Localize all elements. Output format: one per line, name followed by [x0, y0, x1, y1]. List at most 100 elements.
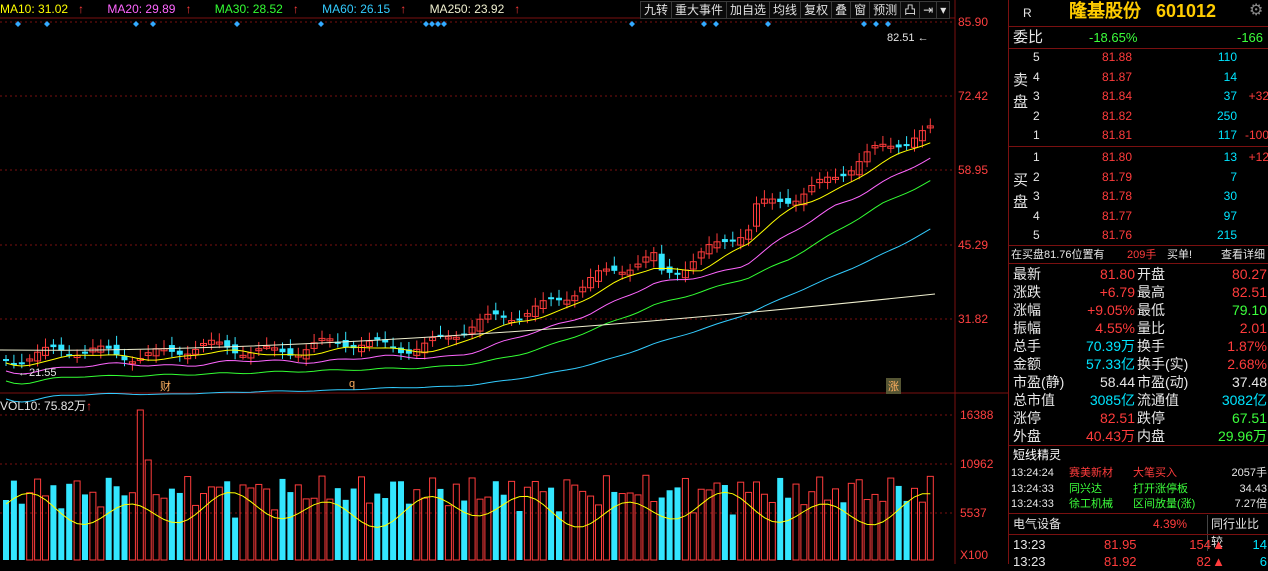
- volume-bar-up: [681, 477, 689, 561]
- event-diamond: [133, 21, 139, 27]
- sell-level-row: 4 81.87 14: [1033, 69, 1237, 84]
- tb-tu-button[interactable]: 凸: [900, 1, 921, 19]
- volume-bar-up: [271, 509, 279, 561]
- event-diamond: [629, 21, 635, 27]
- volume-bar-down: [500, 494, 507, 560]
- candle-up: [855, 161, 863, 176]
- candle-up: [97, 345, 105, 353]
- finance-marker[interactable]: 财: [160, 381, 171, 393]
- candle-up: [523, 313, 531, 317]
- candle-up: [705, 244, 713, 255]
- gear-icon[interactable]: ⚙: [1249, 2, 1264, 19]
- event-diamond: [318, 21, 324, 27]
- tb-window-button[interactable]: 窗: [850, 1, 871, 19]
- candle-down: [516, 318, 523, 321]
- candle-up: [626, 269, 634, 276]
- candle-down: [3, 359, 9, 361]
- view-detail-link[interactable]: 查看详细: [1221, 249, 1265, 261]
- volume-bar-down: [334, 488, 341, 560]
- candle-down: [777, 198, 784, 202]
- candle-up: [429, 337, 437, 342]
- tb-ma-button[interactable]: 均线: [769, 1, 802, 19]
- quote-row: 外盘 40.43万 内盘 29.96万: [1013, 428, 1267, 444]
- candle-up: [887, 145, 895, 149]
- vol-tick: 10962: [960, 457, 994, 471]
- candle-up: [215, 341, 223, 345]
- industry-compare-button[interactable]: 同行业比较: [1207, 515, 1268, 551]
- buy-level-row: 4 81.77 97: [1033, 208, 1237, 223]
- candle-down: [287, 348, 294, 356]
- candle-down: [224, 340, 231, 348]
- volume-bar-down: [437, 488, 444, 560]
- volume-bar-down: [658, 497, 665, 560]
- price-tick: 31.82: [958, 312, 989, 326]
- sell-level-row: 3 81.84 37 +32: [1033, 89, 1268, 104]
- event-diamond: [701, 21, 707, 27]
- volume-bar-up: [800, 504, 808, 561]
- volume-bar-down: [105, 477, 112, 560]
- volume-bar-up: [310, 497, 318, 561]
- kline-chart-area[interactable]: MA10: 31.02 ↑ MA20: 29.89 ↑ MA30: 28.52 ↑ M…: [0, 0, 1008, 564]
- volume-bar-up: [97, 506, 105, 561]
- tb-overlay-button[interactable]: 叠: [831, 1, 852, 19]
- candle-up: [192, 348, 200, 355]
- tb-adjust-button[interactable]: 复权: [800, 1, 833, 19]
- volume-bar-up: [239, 484, 247, 561]
- ma10-legend: MA10: 31.02 ↑: [0, 2, 85, 16]
- candle-up: [863, 151, 871, 163]
- sell-label: 卖盘: [1013, 72, 1029, 111]
- event-diamond: [234, 21, 240, 27]
- industry-row[interactable]: 电气设备 4.39% 同行业比较: [1009, 515, 1268, 551]
- candle-up: [468, 326, 476, 334]
- candle-up: [697, 251, 705, 259]
- candle-up: [602, 268, 610, 272]
- volume-bar-up: [421, 497, 429, 561]
- volume-bar-up: [792, 483, 800, 561]
- volume-bar-up: [911, 487, 918, 561]
- ma-legend: MA10: 31.02 ↑ MA20: 29.89 ↑ MA30: 28.52 ↑ M…: [0, 2, 540, 18]
- q-marker[interactable]: q: [349, 378, 356, 390]
- volume-bar-up: [626, 492, 634, 561]
- tb-jiuzhuan-button[interactable]: 九转: [640, 1, 673, 19]
- event-diamond: [765, 21, 771, 27]
- volume-bar-up: [618, 493, 626, 561]
- limit-up-marker[interactable]: 涨: [886, 378, 901, 394]
- candle-down: [350, 344, 357, 349]
- candle-down: [10, 362, 17, 365]
- volume-bar-up: [650, 501, 658, 561]
- weibi-row: 委比 -18.65% -166: [1013, 29, 1264, 46]
- volume-bar-down: [18, 503, 25, 560]
- volume-bar-down: [548, 487, 555, 560]
- volume-bar-up: [207, 486, 215, 561]
- event-diamond: [423, 21, 429, 27]
- volume-bar-up: [73, 480, 81, 561]
- candle-down: [58, 344, 65, 351]
- volume-bar-up: [634, 494, 642, 561]
- volume-bar-up: [887, 477, 895, 561]
- sell-level-row: 1 81.81 117 -100: [1033, 128, 1268, 143]
- tb-add-watchlist-button[interactable]: 加自选: [726, 1, 771, 19]
- ma250-legend: MA250: 23.92 ↑: [429, 2, 521, 16]
- kline-chart[interactable]: [0, 0, 1008, 564]
- volume-bar-up: [918, 501, 926, 561]
- volume-bar-down: [666, 490, 673, 560]
- tb-forecast-button[interactable]: 预测: [869, 1, 902, 19]
- event-diamond: [15, 21, 21, 27]
- tape-title: 短线精灵: [1013, 448, 1062, 462]
- candle-up: [563, 299, 571, 305]
- quote-row: 金额 57.33亿 换手(实) 2.68%: [1013, 356, 1267, 372]
- ma20-legend: MA20: 29.89 ↑: [107, 2, 192, 16]
- volume-bar-up: [302, 498, 310, 561]
- tb-major-events-button[interactable]: 重大事件: [671, 1, 728, 19]
- sell-level-row: 5 81.88 110: [1033, 50, 1237, 64]
- volume-bar-up: [871, 493, 879, 561]
- panel-toggle-icon[interactable]: ⇥: [919, 1, 938, 19]
- volume-bar-up: [26, 492, 34, 561]
- quote-row: 涨跌 +6.79 最高 82.51: [1013, 284, 1267, 300]
- candle-up: [42, 346, 49, 356]
- dropdown-arrow-icon[interactable]: ▾: [936, 1, 951, 19]
- event-diamond: [44, 21, 50, 27]
- order-notice[interactable]: 在买盘81.76位置有 209手 买单! 查看详细: [1009, 246, 1268, 264]
- candle-down: [121, 356, 128, 361]
- price-tick: 45.29: [958, 238, 989, 252]
